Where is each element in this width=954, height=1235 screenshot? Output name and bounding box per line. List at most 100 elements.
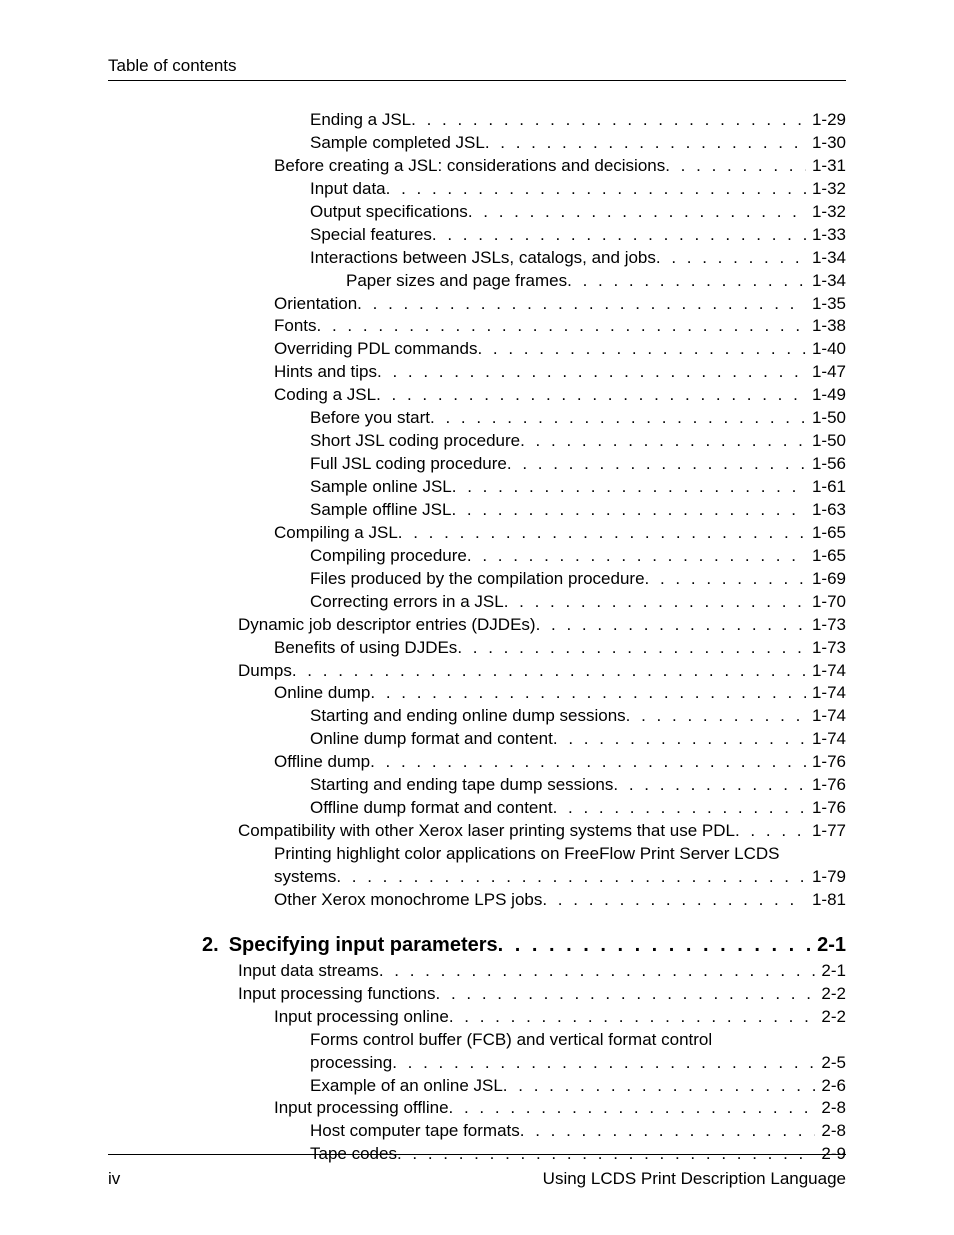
toc-entry-label: Example of an online JSL bbox=[310, 1075, 503, 1098]
toc-entry: Online dump format and content 1-74 bbox=[238, 728, 846, 751]
toc-leader-dots bbox=[377, 361, 806, 384]
toc-entry-label: Input processing offline bbox=[274, 1097, 449, 1120]
toc-leader-dots bbox=[656, 247, 806, 270]
toc-leader-dots bbox=[613, 774, 806, 797]
toc-leader-dots bbox=[317, 315, 806, 338]
toc-entry: Offline dump format and content 1-76 bbox=[238, 797, 846, 820]
toc-entry: Dumps 1-74 bbox=[238, 660, 846, 683]
toc-entry-page: 1-50 bbox=[806, 430, 846, 453]
toc-leader-dots bbox=[449, 1006, 816, 1029]
toc-entry-page: 1-38 bbox=[806, 315, 846, 338]
toc-entry-page: 1-50 bbox=[806, 407, 846, 430]
toc-entry-label: Input processing online bbox=[274, 1006, 449, 1029]
toc-leader-dots bbox=[504, 591, 806, 614]
footer-doc-title: Using LCDS Print Description Language bbox=[543, 1169, 846, 1189]
toc-entry: Special features 1-33 bbox=[238, 224, 846, 247]
toc-entry-page: 1-76 bbox=[806, 797, 846, 820]
toc-entry: Fonts 1-38 bbox=[238, 315, 846, 338]
toc-leader-dots bbox=[520, 430, 806, 453]
toc-entry-label: Offline dump format and content bbox=[310, 797, 553, 820]
toc-entry-page: 2-2 bbox=[815, 1006, 846, 1029]
toc-entry: Interactions between JSLs, catalogs, and… bbox=[238, 247, 846, 270]
toc-leader-dots bbox=[451, 499, 806, 522]
header-rule bbox=[108, 80, 846, 81]
toc-leader-dots bbox=[357, 293, 806, 316]
toc-entry-page: 1-34 bbox=[806, 270, 846, 293]
toc-entry-page: 2-2 bbox=[815, 983, 846, 1006]
toc-entry-label: Sample online JSL bbox=[310, 476, 452, 499]
toc-leader-dots bbox=[542, 889, 806, 912]
toc-entry: Before you start 1-50 bbox=[238, 407, 846, 430]
toc-entry: Files produced by the compilation proced… bbox=[238, 568, 846, 591]
toc-entry: Paper sizes and page frames 1-34 bbox=[238, 270, 846, 293]
toc-leader-dots bbox=[467, 545, 806, 568]
toc-leader-dots bbox=[567, 270, 806, 293]
toc-entry-page: 1-73 bbox=[806, 614, 846, 637]
toc-entry-page: 1-30 bbox=[806, 132, 846, 155]
toc-leader-dots bbox=[536, 614, 806, 637]
header-title: Table of contents bbox=[108, 56, 237, 75]
toc-entry-page: 1-74 bbox=[806, 682, 846, 705]
toc-entry: Short JSL coding procedure 1-50 bbox=[238, 430, 846, 453]
toc-chapter-heading: 2.Specifying input parameters2-1 bbox=[202, 932, 846, 958]
toc-leader-dots bbox=[398, 522, 806, 545]
toc-leader-dots bbox=[411, 109, 806, 132]
toc-entry-page: 1-79 bbox=[806, 866, 846, 889]
toc-entry-label: Special features bbox=[310, 224, 432, 247]
toc-leader-dots bbox=[336, 866, 806, 889]
toc-entry: Orientation 1-35 bbox=[238, 293, 846, 316]
toc-chapter-page: 2-1 bbox=[811, 932, 846, 958]
toc-entry-page: 1-32 bbox=[806, 178, 846, 201]
toc-entry: Output specifications 1-32 bbox=[238, 201, 846, 224]
toc-entry: Other Xerox monochrome LPS jobs 1-81 bbox=[238, 889, 846, 912]
toc-entry-label: Offline dump bbox=[274, 751, 370, 774]
toc-leader-dots bbox=[468, 201, 806, 224]
toc-entry: Sample online JSL 1-61 bbox=[238, 476, 846, 499]
toc-entry-label: Other Xerox monochrome LPS jobs bbox=[274, 889, 542, 912]
toc-entry-label: Files produced by the compilation proced… bbox=[310, 568, 645, 591]
toc-leader-dots bbox=[507, 453, 806, 476]
toc-entry-label: Hints and tips bbox=[274, 361, 377, 384]
toc-leader-dots bbox=[665, 155, 806, 178]
toc-entry-label: Input processing functions bbox=[238, 983, 436, 1006]
toc-entry-label: Input data streams bbox=[238, 960, 379, 983]
toc-entry: Hints and tips 1-47 bbox=[238, 361, 846, 384]
toc-entry-label: Interactions between JSLs, catalogs, and… bbox=[310, 247, 656, 270]
toc-entry-page: 1-40 bbox=[806, 338, 846, 361]
toc-entry: Host computer tape formats 2-8 bbox=[238, 1120, 846, 1143]
toc-entry: Benefits of using DJDEs 1-73 bbox=[238, 637, 846, 660]
toc-entry-label: Host computer tape formats bbox=[310, 1120, 520, 1143]
toc-entry: Sample offline JSL 1-63 bbox=[238, 499, 846, 522]
toc-leader-dots bbox=[626, 705, 806, 728]
toc-entry-label: Starting and ending online dump sessions bbox=[310, 705, 626, 728]
toc-leader-dots bbox=[376, 384, 806, 407]
table-of-contents: Ending a JSL 1-29Sample completed JSL 1-… bbox=[238, 109, 846, 1166]
toc-leader-dots bbox=[370, 682, 806, 705]
toc-entry: Input processing online 2-2 bbox=[238, 1006, 846, 1029]
toc-leader-dots bbox=[553, 797, 806, 820]
toc-entry-page: 1-69 bbox=[806, 568, 846, 591]
toc-entry-label: Printing highlight color applications on… bbox=[274, 843, 780, 866]
toc-entry-page: 1-77 bbox=[806, 820, 846, 843]
toc-entry: Full JSL coding procedure 1-56 bbox=[238, 453, 846, 476]
toc-entry-label: Online dump bbox=[274, 682, 370, 705]
toc-entry-page: 1-73 bbox=[806, 637, 846, 660]
toc-entry-page: 1-74 bbox=[806, 705, 846, 728]
toc-entry-page: 1-76 bbox=[806, 751, 846, 774]
toc-entry-label: systems bbox=[274, 866, 336, 889]
toc-leader-dots bbox=[553, 728, 806, 751]
toc-entry-label: Sample offline JSL bbox=[310, 499, 451, 522]
toc-leader-dots bbox=[449, 1097, 816, 1120]
toc-entry-page: 2-8 bbox=[815, 1120, 846, 1143]
toc-entry-page: 2-8 bbox=[815, 1097, 846, 1120]
toc-entry-label: processing bbox=[310, 1052, 392, 1075]
toc-entry: Compiling a JSL 1-65 bbox=[238, 522, 846, 545]
toc-entry-label: Input data bbox=[310, 178, 386, 201]
toc-entry-label: Compiling a JSL bbox=[274, 522, 398, 545]
toc-entry-page: 1-74 bbox=[806, 660, 846, 683]
toc-leader-dots bbox=[503, 1075, 816, 1098]
toc-entry-page: 1-70 bbox=[806, 591, 846, 614]
toc-entry: Starting and ending online dump sessions… bbox=[238, 705, 846, 728]
toc-entry-label: Benefits of using DJDEs bbox=[274, 637, 457, 660]
toc-leader-dots bbox=[379, 960, 816, 983]
